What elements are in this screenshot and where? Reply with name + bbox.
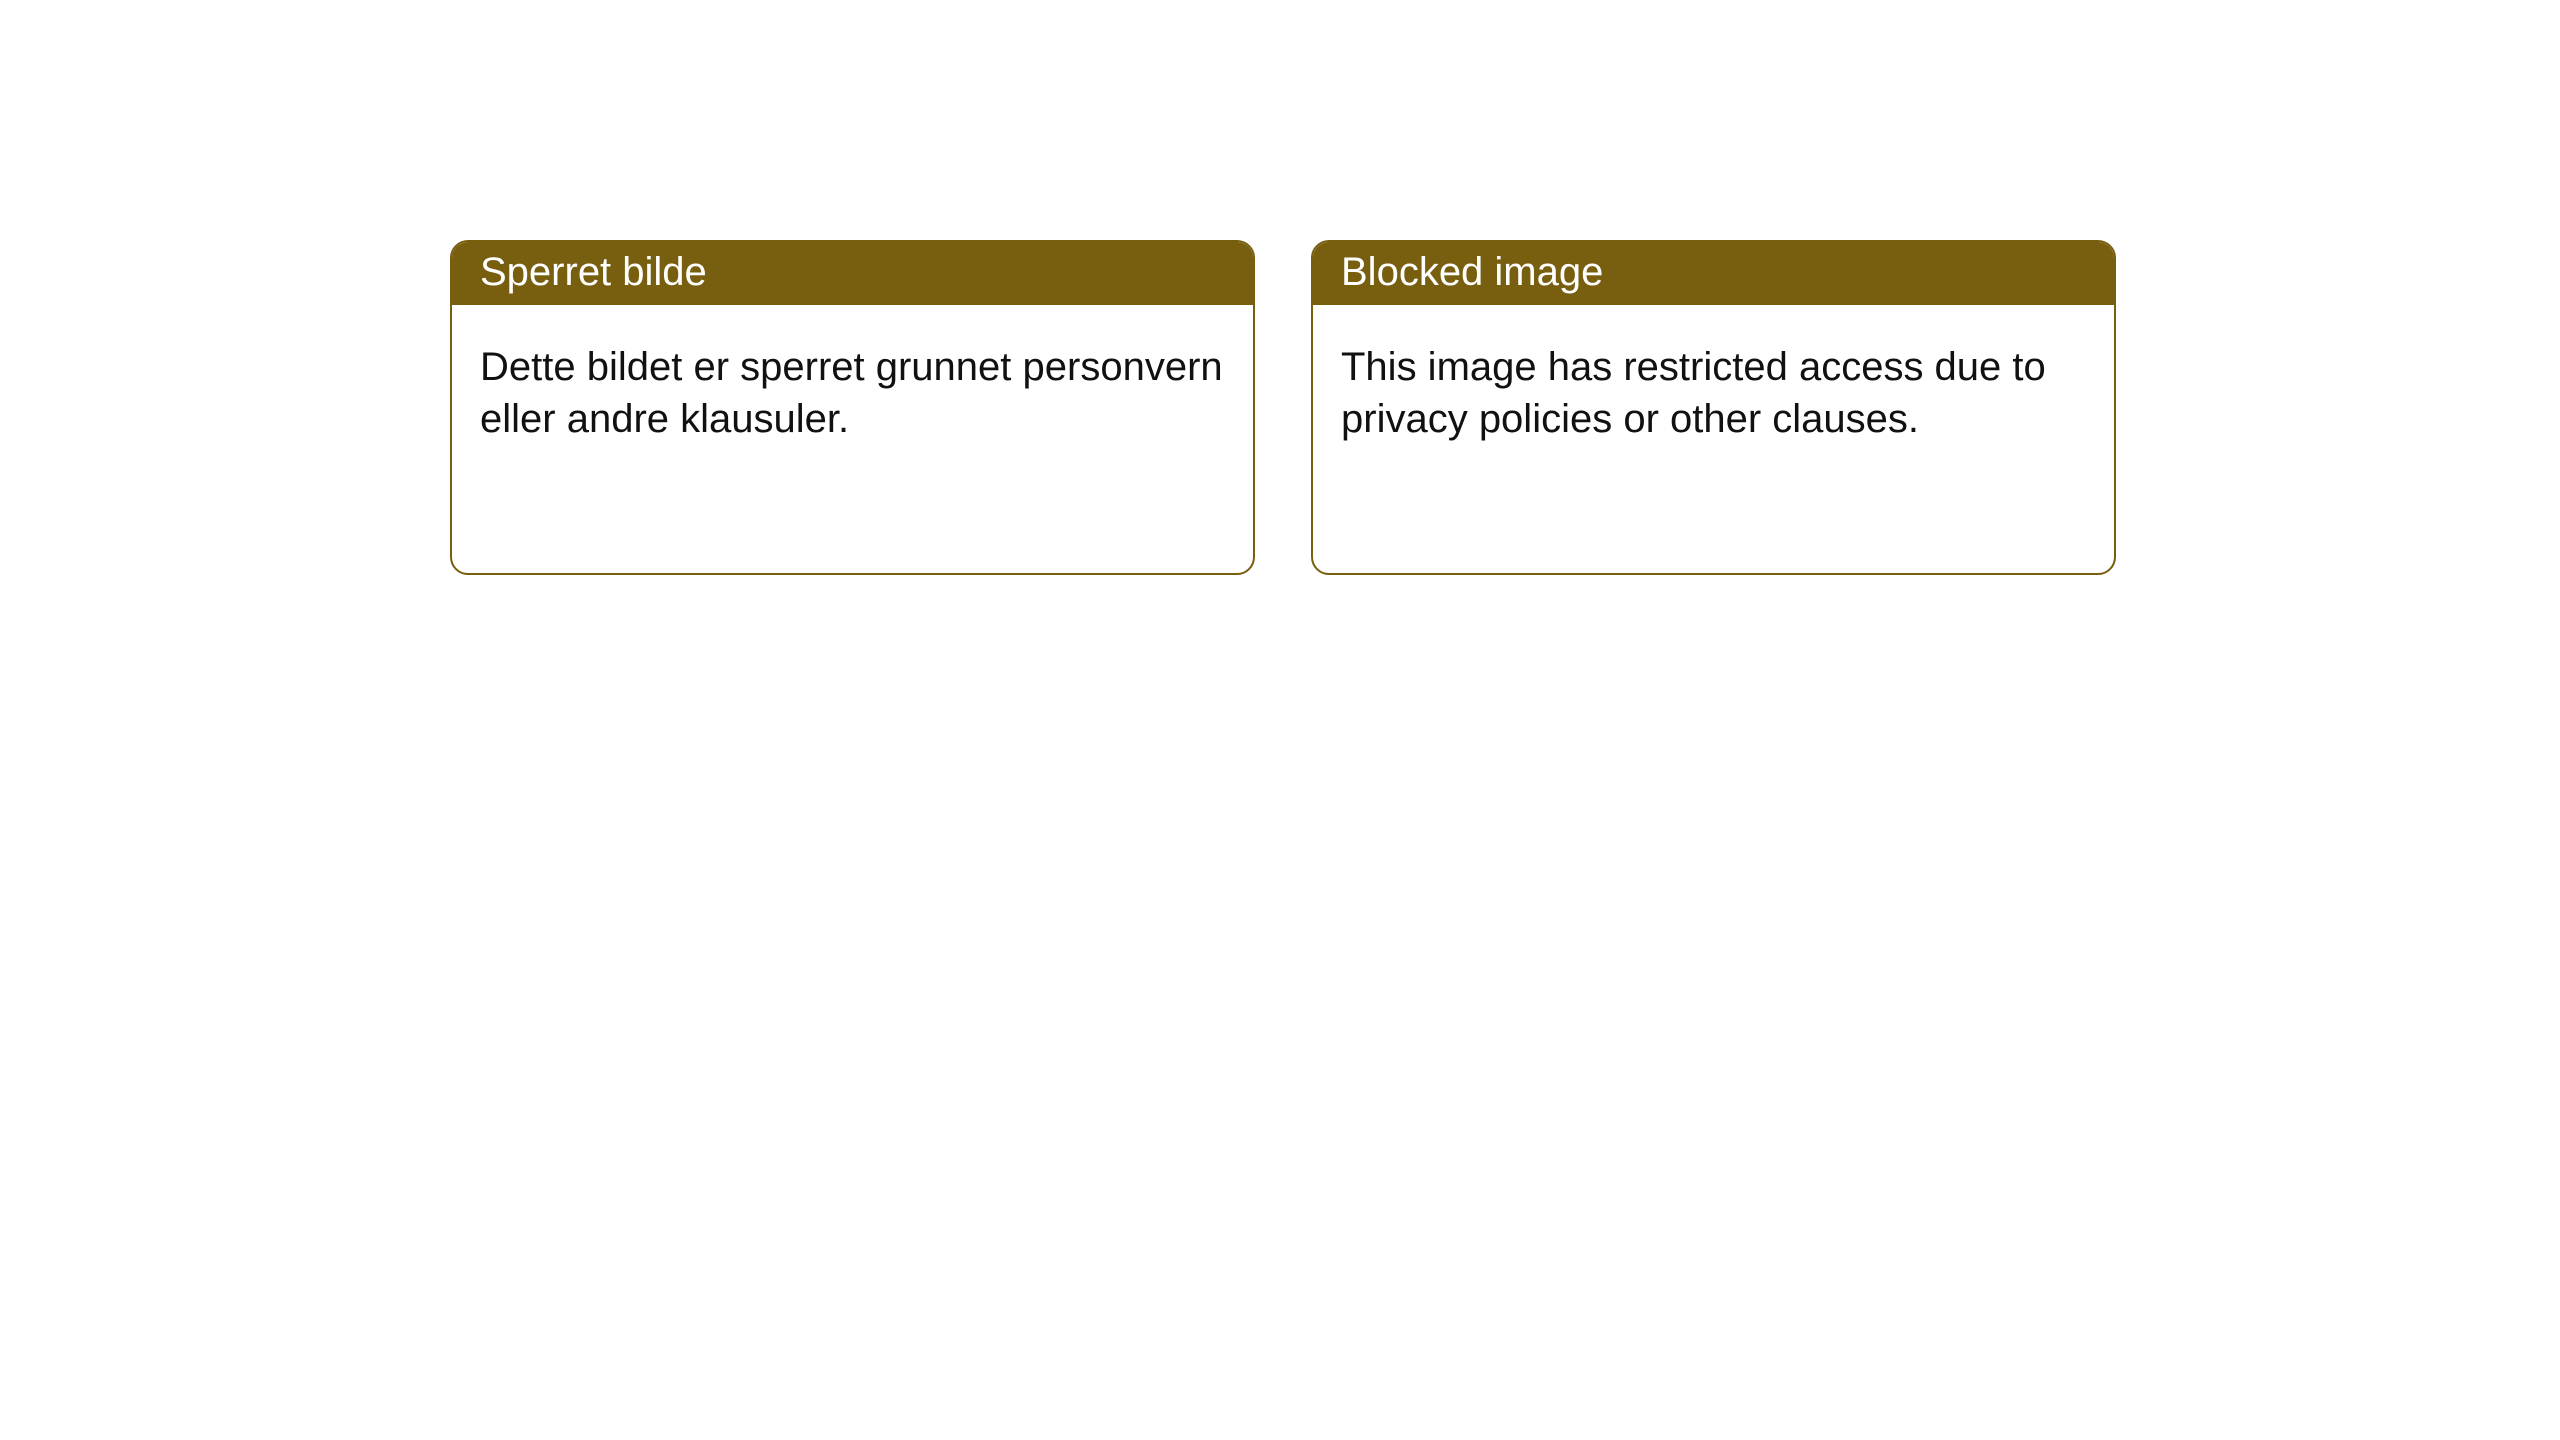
notice-title-no: Sperret bilde: [452, 242, 1253, 305]
notice-body-no: Dette bildet er sperret grunnet personve…: [452, 305, 1253, 481]
notice-container: Sperret bilde Dette bildet er sperret gr…: [0, 0, 2560, 575]
notice-card-en: Blocked image This image has restricted …: [1311, 240, 2116, 575]
notice-title-en: Blocked image: [1313, 242, 2114, 305]
notice-body-en: This image has restricted access due to …: [1313, 305, 2114, 481]
notice-card-no: Sperret bilde Dette bildet er sperret gr…: [450, 240, 1255, 575]
